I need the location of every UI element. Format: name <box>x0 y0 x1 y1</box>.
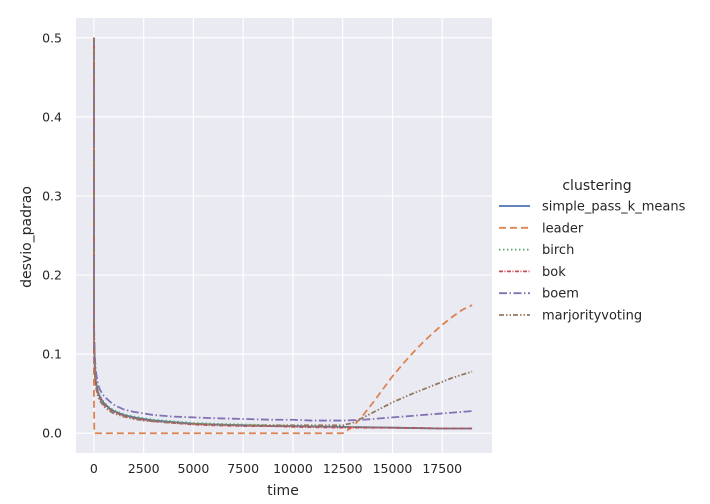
x-tick-label: 15000 <box>373 461 413 476</box>
legend-label-boem: boem <box>542 287 579 302</box>
x-tick-label: 10000 <box>273 461 313 476</box>
legend-label-leader: leader <box>542 221 584 236</box>
y-tick-label: 0.0 <box>42 426 62 441</box>
x-tick-label: 12500 <box>323 461 363 476</box>
series-line-marjorityvoting <box>93 37 473 427</box>
x-axis-label: time <box>267 483 299 499</box>
legend-title: clustering <box>562 178 631 194</box>
y-tick-label: 0.4 <box>42 109 62 124</box>
legend-label-birch: birch <box>542 243 574 258</box>
y-tick-label: 0.2 <box>42 268 62 283</box>
x-tick-label: 0 <box>90 461 98 476</box>
x-tick-label: 17500 <box>422 461 462 476</box>
y-tick-label: 0.5 <box>42 30 62 45</box>
legend-label-bok: bok <box>542 265 566 280</box>
y-axis-label: desvio_padrao <box>19 186 35 288</box>
x-tick-label: 2500 <box>128 461 160 476</box>
series-line-boem <box>93 37 473 422</box>
y-tick-label: 0.3 <box>42 188 62 203</box>
x-tick-label: 5000 <box>178 461 210 476</box>
plot-area <box>76 18 492 453</box>
y-tick-label: 0.1 <box>42 347 62 362</box>
legend-label-simple_pass_k_means: simple_pass_k_means <box>542 200 686 215</box>
legend-label-marjorityvoting: marjorityvoting <box>542 309 642 324</box>
x-tick-label: 7500 <box>227 461 259 476</box>
series-line-leader <box>93 37 473 435</box>
plot-background <box>76 18 492 453</box>
axes: time desvio_padrao 0 2500 5000 7500 10000 125… <box>19 30 462 499</box>
